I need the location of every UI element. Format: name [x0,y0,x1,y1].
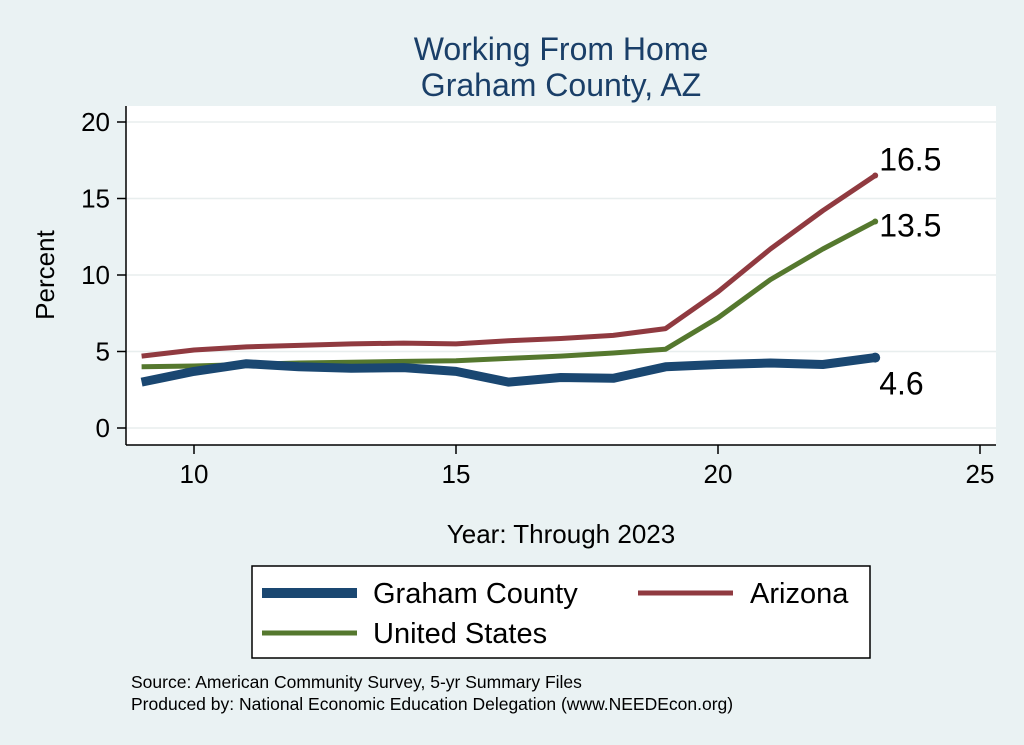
y-axis-title: Percent [30,229,60,319]
produced-by-note: Produced by: National Economic Education… [131,694,733,714]
y-tick-label: 15 [81,184,110,214]
end-label-graham-county: 4.6 [879,366,923,402]
source-note: Source: American Community Survey, 5-yr … [131,672,582,692]
legend-label-united-states: United States [373,618,547,650]
legend-label-graham-county: Graham County [373,578,578,610]
y-tick-label: 10 [81,260,110,290]
ticks: 0 5 10 15 20 10 15 20 25 [81,107,994,489]
series-endpoint-arizona [872,172,879,179]
series-line-arizona [141,173,877,359]
y-tick-label: 20 [81,107,110,137]
x-tick-label: 20 [704,459,733,489]
legend-box [251,565,871,659]
x-tick-label: 10 [180,459,209,489]
chart-title: Working From Home [414,31,709,67]
grid-lines [126,121,996,429]
series-endpoint-united-states [872,218,879,225]
chart-subtitle: Graham County, AZ [421,67,701,103]
x-axis-title: Year: Through 2023 [447,519,675,549]
end-label-united-states: 13.5 [879,207,941,243]
end-label-arizona: 16.5 [879,142,941,178]
series-lines [140,172,881,387]
y-tick-label: 5 [96,337,110,367]
y-tick-label: 0 [96,413,110,443]
x-tick-label: 25 [966,459,995,489]
legend-label-arizona: Arizona [750,578,849,610]
series-endpoint-graham-county [870,352,881,363]
legend: Graham County Arizona United States [251,565,871,659]
end-labels: 4.6 16.5 13.5 [879,142,941,402]
x-tick-label: 15 [442,459,471,489]
series-line-graham-county [140,353,876,387]
